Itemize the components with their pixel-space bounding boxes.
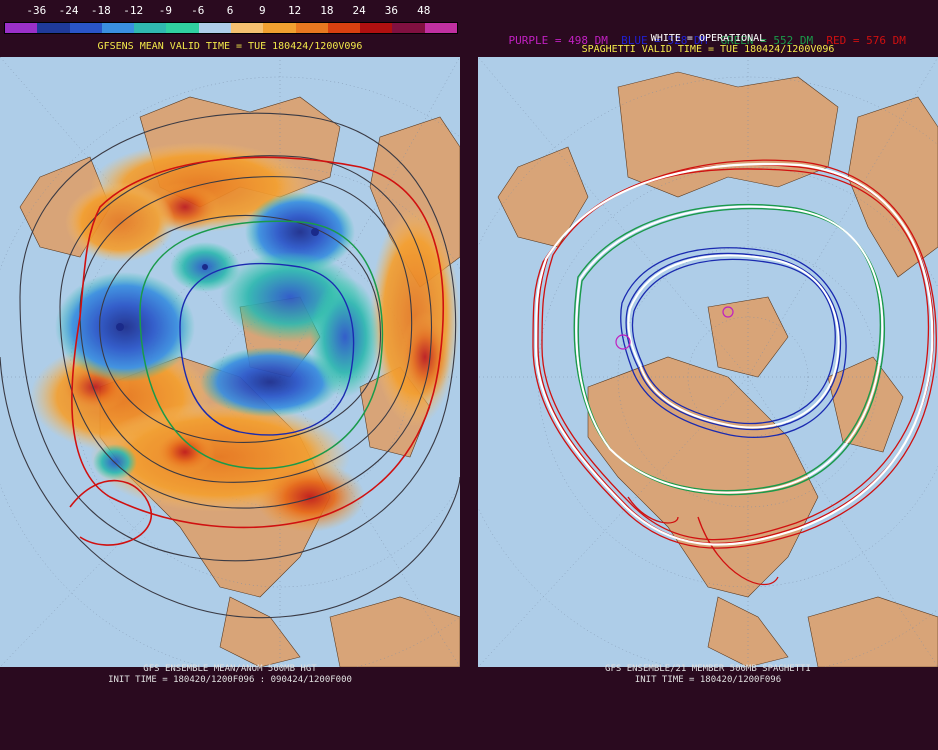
right-map-title: SPAGHETTI VALID TIME = TUE 180424/1200V0… [581, 44, 835, 55]
colorbar-swatch [230, 23, 264, 33]
ensemble-mean-map [0, 57, 460, 667]
legend-red: RED = 576 DM [826, 34, 906, 47]
colorbar-swatch [134, 23, 167, 33]
ensemble-mean-map-graphic [0, 57, 460, 667]
colorbar-swatch [69, 23, 102, 33]
colorbar-tick-label: 36 [384, 4, 399, 17]
colorbar-swatch [37, 23, 70, 33]
colorbar-tick-label: -36 [26, 4, 47, 17]
colorbar-tick-label: -12 [123, 4, 144, 17]
left-footer-init-time: INIT TIME = 180420/1200F096 : 090424/120… [108, 675, 352, 685]
colorbar-tick-label: 24 [352, 4, 366, 17]
colorbar-swatch [101, 23, 135, 33]
colorbar-tick-label: 12 [287, 4, 302, 17]
right-footer-init-time: INIT TIME = 180420/1200F096 [634, 675, 782, 685]
colorbar-swatch [327, 23, 361, 33]
colorbar-tick-label: 9 [258, 4, 266, 17]
colorbar-tick-label: -6 [191, 4, 205, 17]
legend-blue: BLUE = 528 DM [621, 34, 708, 47]
legend-white: WHITE = OPERATIONAL [650, 33, 766, 44]
left-footer-product: GFS ENSEMBLE MEAN/ANOM 500MB HGT [143, 664, 317, 674]
colorbar-tick-label: 6 [226, 4, 234, 17]
right-footer-product: GFS ENSEMBLE/21 MEMBER 500MB SPAGHETTI [605, 664, 811, 674]
spaghetti-map-graphic [478, 57, 938, 667]
colorbar-tick-label: -9 [158, 4, 173, 17]
colorbar-swatch [392, 23, 425, 33]
colorbar-tick-label: 48 [417, 4, 431, 17]
colorbar-tick-label: -24 [58, 4, 79, 17]
legend-purple: PURPLE = 498 DM [508, 34, 608, 47]
colorbar-swatch [424, 23, 457, 33]
colorbar [4, 22, 458, 34]
left-map-title: GFSENS MEAN VALID TIME = TUE 180424/1200… [97, 41, 363, 52]
colorbar-swatch [263, 23, 296, 33]
colorbar-swatch [5, 23, 38, 33]
panel-divider [460, 0, 478, 750]
colorbar-labels: -36 -24 -18 -12 -9 -6 6 9 12 18 24 36 48 [0, 4, 460, 18]
colorbar-swatch [198, 23, 231, 33]
contour-legend: PURPLE = 498 DM BLUE = 528 DM GREEN = 55… [482, 21, 934, 60]
colorbar-swatch [295, 23, 328, 33]
colorbar-tick-label: 18 [320, 4, 334, 17]
ensemble-mean-panel: -36 -24 -18 -12 -9 -6 6 9 12 18 24 36 48 GFSENS MEAN… [0, 0, 460, 750]
legend-green: GREEN = 552 DM [720, 34, 814, 47]
spaghetti-map [478, 57, 938, 667]
colorbar-swatch [360, 23, 393, 33]
spaghetti-panel: PURPLE = 498 DM BLUE = 528 DM GREEN = 55… [478, 0, 938, 750]
colorbar-tick-label: -18 [90, 4, 111, 17]
colorbar-swatch [166, 23, 199, 33]
